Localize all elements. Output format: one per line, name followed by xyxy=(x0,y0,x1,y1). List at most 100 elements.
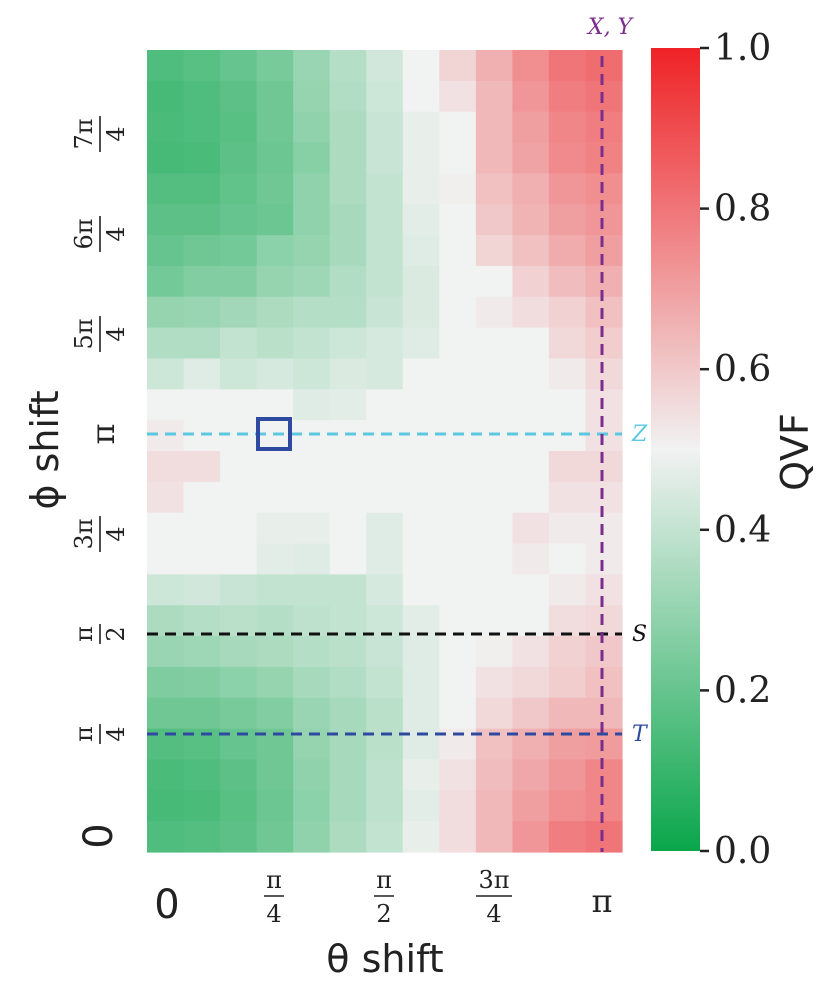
heatmap-cell xyxy=(329,821,367,853)
heatmap-cell xyxy=(183,636,221,668)
heatmap-cell xyxy=(293,50,331,82)
heatmap-cell xyxy=(329,235,367,267)
heatmap-cell xyxy=(220,790,258,822)
heatmap-cell xyxy=(439,512,477,545)
heatmap-cell xyxy=(585,605,623,637)
heatmap-cell xyxy=(329,265,367,298)
heatmap-cell xyxy=(512,327,550,360)
heatmap-cell xyxy=(366,420,404,452)
svg-text:3π: 3π xyxy=(478,866,509,894)
heatmap-cell xyxy=(183,111,221,144)
heatmap-cell xyxy=(402,173,440,205)
heatmap-cells xyxy=(147,50,623,853)
heatmap-cell xyxy=(147,420,185,452)
heatmap-cell xyxy=(256,481,294,514)
heatmap-cell xyxy=(475,358,513,390)
svg-text:2: 2 xyxy=(376,900,391,928)
heatmap-cell xyxy=(475,512,513,545)
heatmap-cell xyxy=(475,265,513,298)
heatmap-cell xyxy=(329,543,367,575)
heatmap-cell xyxy=(475,235,513,267)
colorbar-tick-label: 0.8 xyxy=(714,189,771,230)
heatmap-cell xyxy=(147,173,185,205)
heatmap-cell xyxy=(256,666,294,699)
heatmap-cell xyxy=(585,636,623,668)
heatmap-cell xyxy=(183,327,221,360)
heatmap-cell xyxy=(147,543,185,575)
heatmap-cell xyxy=(183,235,221,267)
y-tick-label: 0 xyxy=(76,823,122,848)
heatmap-cell xyxy=(439,235,477,267)
heatmap-cell xyxy=(183,512,221,545)
heatmap-cell xyxy=(585,80,623,113)
heatmap-cell xyxy=(475,50,513,82)
heatmap-cell xyxy=(183,605,221,637)
heatmap-cell xyxy=(329,173,367,205)
heatmap-cell xyxy=(439,389,477,421)
heatmap-cell xyxy=(366,173,404,205)
heatmap-cell xyxy=(366,821,404,853)
heatmap-cell xyxy=(585,173,623,205)
heatmap-cell xyxy=(293,543,331,575)
heatmap-cell xyxy=(220,50,258,82)
svg-text:4: 4 xyxy=(102,126,130,141)
heatmap-cell xyxy=(402,111,440,144)
heatmap-cell xyxy=(220,481,258,514)
heatmap-cell xyxy=(548,173,587,205)
heatmap-cell xyxy=(366,790,404,822)
heatmap-cell xyxy=(439,543,477,575)
heatmap-cell xyxy=(475,790,513,822)
heatmap-cell xyxy=(256,790,294,822)
heatmap-cell xyxy=(366,451,404,483)
y-tick-label: π xyxy=(84,423,122,444)
heatmap-cell xyxy=(220,296,258,329)
colorbar-tick-label: 0.6 xyxy=(714,349,771,390)
heatmap-cell xyxy=(329,574,367,606)
heatmap-cell xyxy=(439,605,477,637)
heatmap-cell xyxy=(220,327,258,360)
heatmap-cell xyxy=(220,574,258,606)
heatmap-cell xyxy=(585,481,623,514)
svg-text:π: π xyxy=(266,866,282,894)
heatmap-cell xyxy=(548,358,587,390)
heatmap-cell xyxy=(329,327,367,360)
heatmap-cell xyxy=(329,697,367,730)
heatmap-cell xyxy=(147,142,185,174)
heatmap-cell xyxy=(548,235,587,267)
heatmap-cell xyxy=(256,327,294,360)
reference-line-label-s: S xyxy=(632,622,647,647)
heatmap-cell xyxy=(512,512,550,545)
heatmap-cell xyxy=(366,327,404,360)
heatmap-cell xyxy=(512,389,550,421)
x-tick-label: π2 xyxy=(374,866,394,928)
heatmap-cell xyxy=(329,80,367,113)
heatmap-cell xyxy=(402,235,440,267)
heatmap-cell xyxy=(439,821,477,853)
heatmap-cell xyxy=(329,512,367,545)
svg-text:6π: 6π xyxy=(70,218,98,249)
heatmap-cell xyxy=(293,80,331,113)
heatmap-cell xyxy=(220,358,258,390)
heatmap-cell xyxy=(439,142,477,174)
heatmap-cell xyxy=(366,204,404,236)
heatmap-cell xyxy=(402,451,440,483)
heatmap-cell xyxy=(585,50,623,82)
heatmap-cell xyxy=(147,636,185,668)
heatmap-cell xyxy=(585,327,623,360)
heatmap-cell xyxy=(366,636,404,668)
heatmap-cell xyxy=(147,790,185,822)
heatmap-cell xyxy=(183,790,221,822)
heatmap-cell xyxy=(183,173,221,205)
heatmap-cell xyxy=(402,142,440,174)
heatmap-cell xyxy=(512,296,550,329)
heatmap-cell xyxy=(585,358,623,390)
heatmap-cell xyxy=(475,759,513,791)
heatmap-cell xyxy=(475,636,513,668)
heatmap-cell xyxy=(220,821,258,853)
heatmap-cell xyxy=(439,204,477,236)
heatmap-cell xyxy=(585,265,623,298)
heatmap-cell xyxy=(512,358,550,390)
